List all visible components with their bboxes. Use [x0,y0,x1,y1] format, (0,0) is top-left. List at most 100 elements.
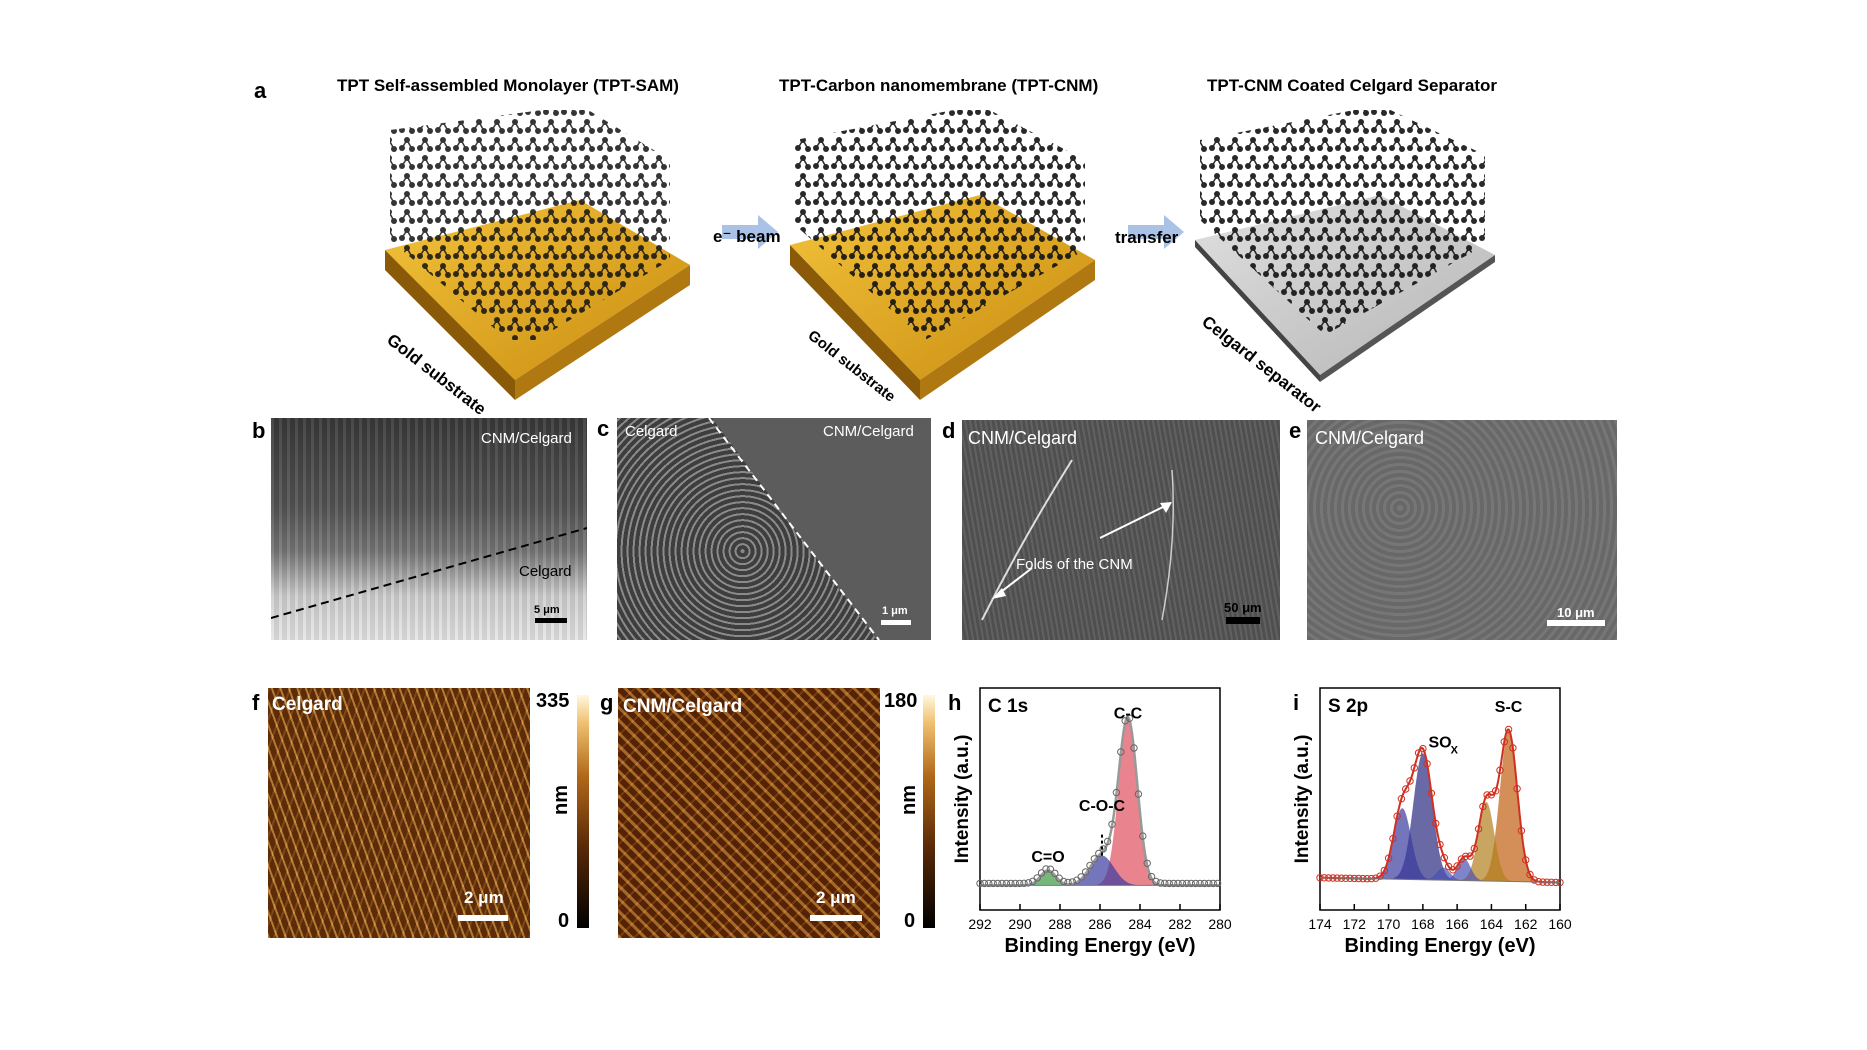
colorbar-g-unit: nm [898,785,920,815]
data-point [1522,856,1530,864]
data-point [1500,738,1509,746]
afm-image-f: Celgard 2 μm [268,688,530,938]
data-point [998,879,1006,888]
colorbar-f [577,695,589,928]
data-point [1397,795,1406,803]
data-point [1020,879,1028,888]
data-point [1161,879,1169,888]
arrow-transfer-label: transfer [1115,228,1179,247]
data-point [1108,820,1116,829]
x-tick-label: 290 [1008,916,1032,932]
data-point [1042,865,1050,873]
data-point [1139,832,1147,840]
data-point [1143,859,1151,868]
data-point [1209,879,1217,888]
panel-a-title-celgard: TPT-CNM Coated Celgard Separator [1207,76,1497,95]
data-point [1125,714,1134,722]
xps-c1s-chart: 292 290 288 286 284 282 280 Binding Energy (eV)… [952,687,1232,957]
scale-bar-f [458,915,508,921]
colorbar-f-unit: nm [550,785,572,815]
sem-b-bottom-label: Celgard [519,563,572,580]
data-point [1436,840,1444,849]
data-point [1393,812,1401,820]
sem-c-left-label: Celgard [625,423,678,440]
sem-image-e: CNM/Celgard 10 μm [1307,420,1617,640]
peak-label: C-O-C [1079,798,1126,815]
colorbar-g [923,695,935,928]
data-point [980,879,989,888]
chart-title: C 1s [988,696,1028,717]
peak-fill-0 [1320,731,1560,883]
colorbar-g-max: 180 [884,690,918,712]
sem-image-b: CNM/Celgard Celgard 5 μm [271,418,587,640]
sem-c-right-label: CNM/Celgard [823,423,914,440]
data-point [1483,791,1491,799]
afm-g-title: CNM/Celgard [623,696,743,717]
data-point [1513,785,1521,793]
scale-bar-e-text: 10 μm [1557,605,1595,620]
data-point [1007,879,1015,888]
data-point [1191,879,1200,888]
panel-h-label: h [948,690,962,715]
data-point [1187,879,1195,888]
data-point [1213,879,1222,888]
panel-a-title-cnm: TPT-Carbon nanomembrane (TPT-CNM) [779,76,1099,95]
x-tick-label: 172 [1343,916,1367,932]
data-point [1112,788,1121,797]
data-point [993,879,1002,888]
data-point [1423,760,1431,768]
data-point [1099,845,1107,853]
data-point [1517,827,1526,835]
data-point [1453,862,1461,870]
panel-a-title-sam: TPT Self-assembled Monolayer (TPT-SAM) [337,76,679,95]
data-point [1130,744,1138,752]
x-tick-label: 162 [1514,916,1538,932]
sem-d-annotation: Folds of the CNM [1016,556,1133,573]
scale-bar-d [1226,617,1260,624]
data-point [1200,879,1209,888]
data-point [1440,854,1449,862]
data-point [1134,790,1143,798]
afm-f-title: Celgard [272,694,343,715]
y-axis-label: Intensity (a.u.) [1292,735,1313,864]
data-point [1406,777,1414,785]
xps-s2p-chart: 174 172 170 168 166 164 162 160 Binding Energy (… [1292,687,1572,957]
data-point [1015,879,1024,888]
x-tick-label: 280 [1208,916,1232,932]
data-point [1492,787,1500,795]
data-point [1530,876,1539,884]
scale-bar-c-text: 1 μm [882,605,908,617]
data-point [1419,744,1427,753]
x-tick-label: 292 [968,916,992,932]
panel-g-label: g [600,690,614,715]
data-point [1152,877,1160,886]
data-point [1046,865,1055,873]
data-point [1432,819,1440,828]
scale-bar-b [535,618,567,623]
peak-label: SO [1428,734,1451,751]
sem-e-title: CNM/Celgard [1315,428,1425,448]
colorbar-f-max: 335 [536,690,570,712]
data-point [1449,866,1457,874]
sem-image-c: Celgard CNM/Celgard 1 μm [617,418,931,640]
peak-fill-2 [980,870,1220,886]
scale-bar-c [881,620,911,625]
plot-frame [1319,687,1561,911]
x-tick-label: 160 [1548,916,1572,932]
arrow-ebeam-label: e⁻ beam [713,227,781,246]
data-point [1466,852,1474,860]
data-point [1059,877,1068,886]
x-tick-label: 286 [1088,916,1112,932]
x-axis-label: Binding Energy (eV) [1344,935,1535,957]
panel-f-label: f [252,690,260,715]
arrow-ebeam-icon [722,215,778,249]
data-point [976,879,984,888]
sem-b-top-label: CNM/Celgard [481,430,572,447]
cnm-on-celgard-network [1200,110,1485,335]
panel-e-label: e [1289,418,1302,443]
panel-b-label: b [252,418,266,443]
data-point [1509,744,1517,752]
scale-bar-g-text: 2 μm [816,888,856,907]
x-axis-label: Binding Energy (eV) [1004,935,1195,957]
data-point [1414,749,1423,757]
